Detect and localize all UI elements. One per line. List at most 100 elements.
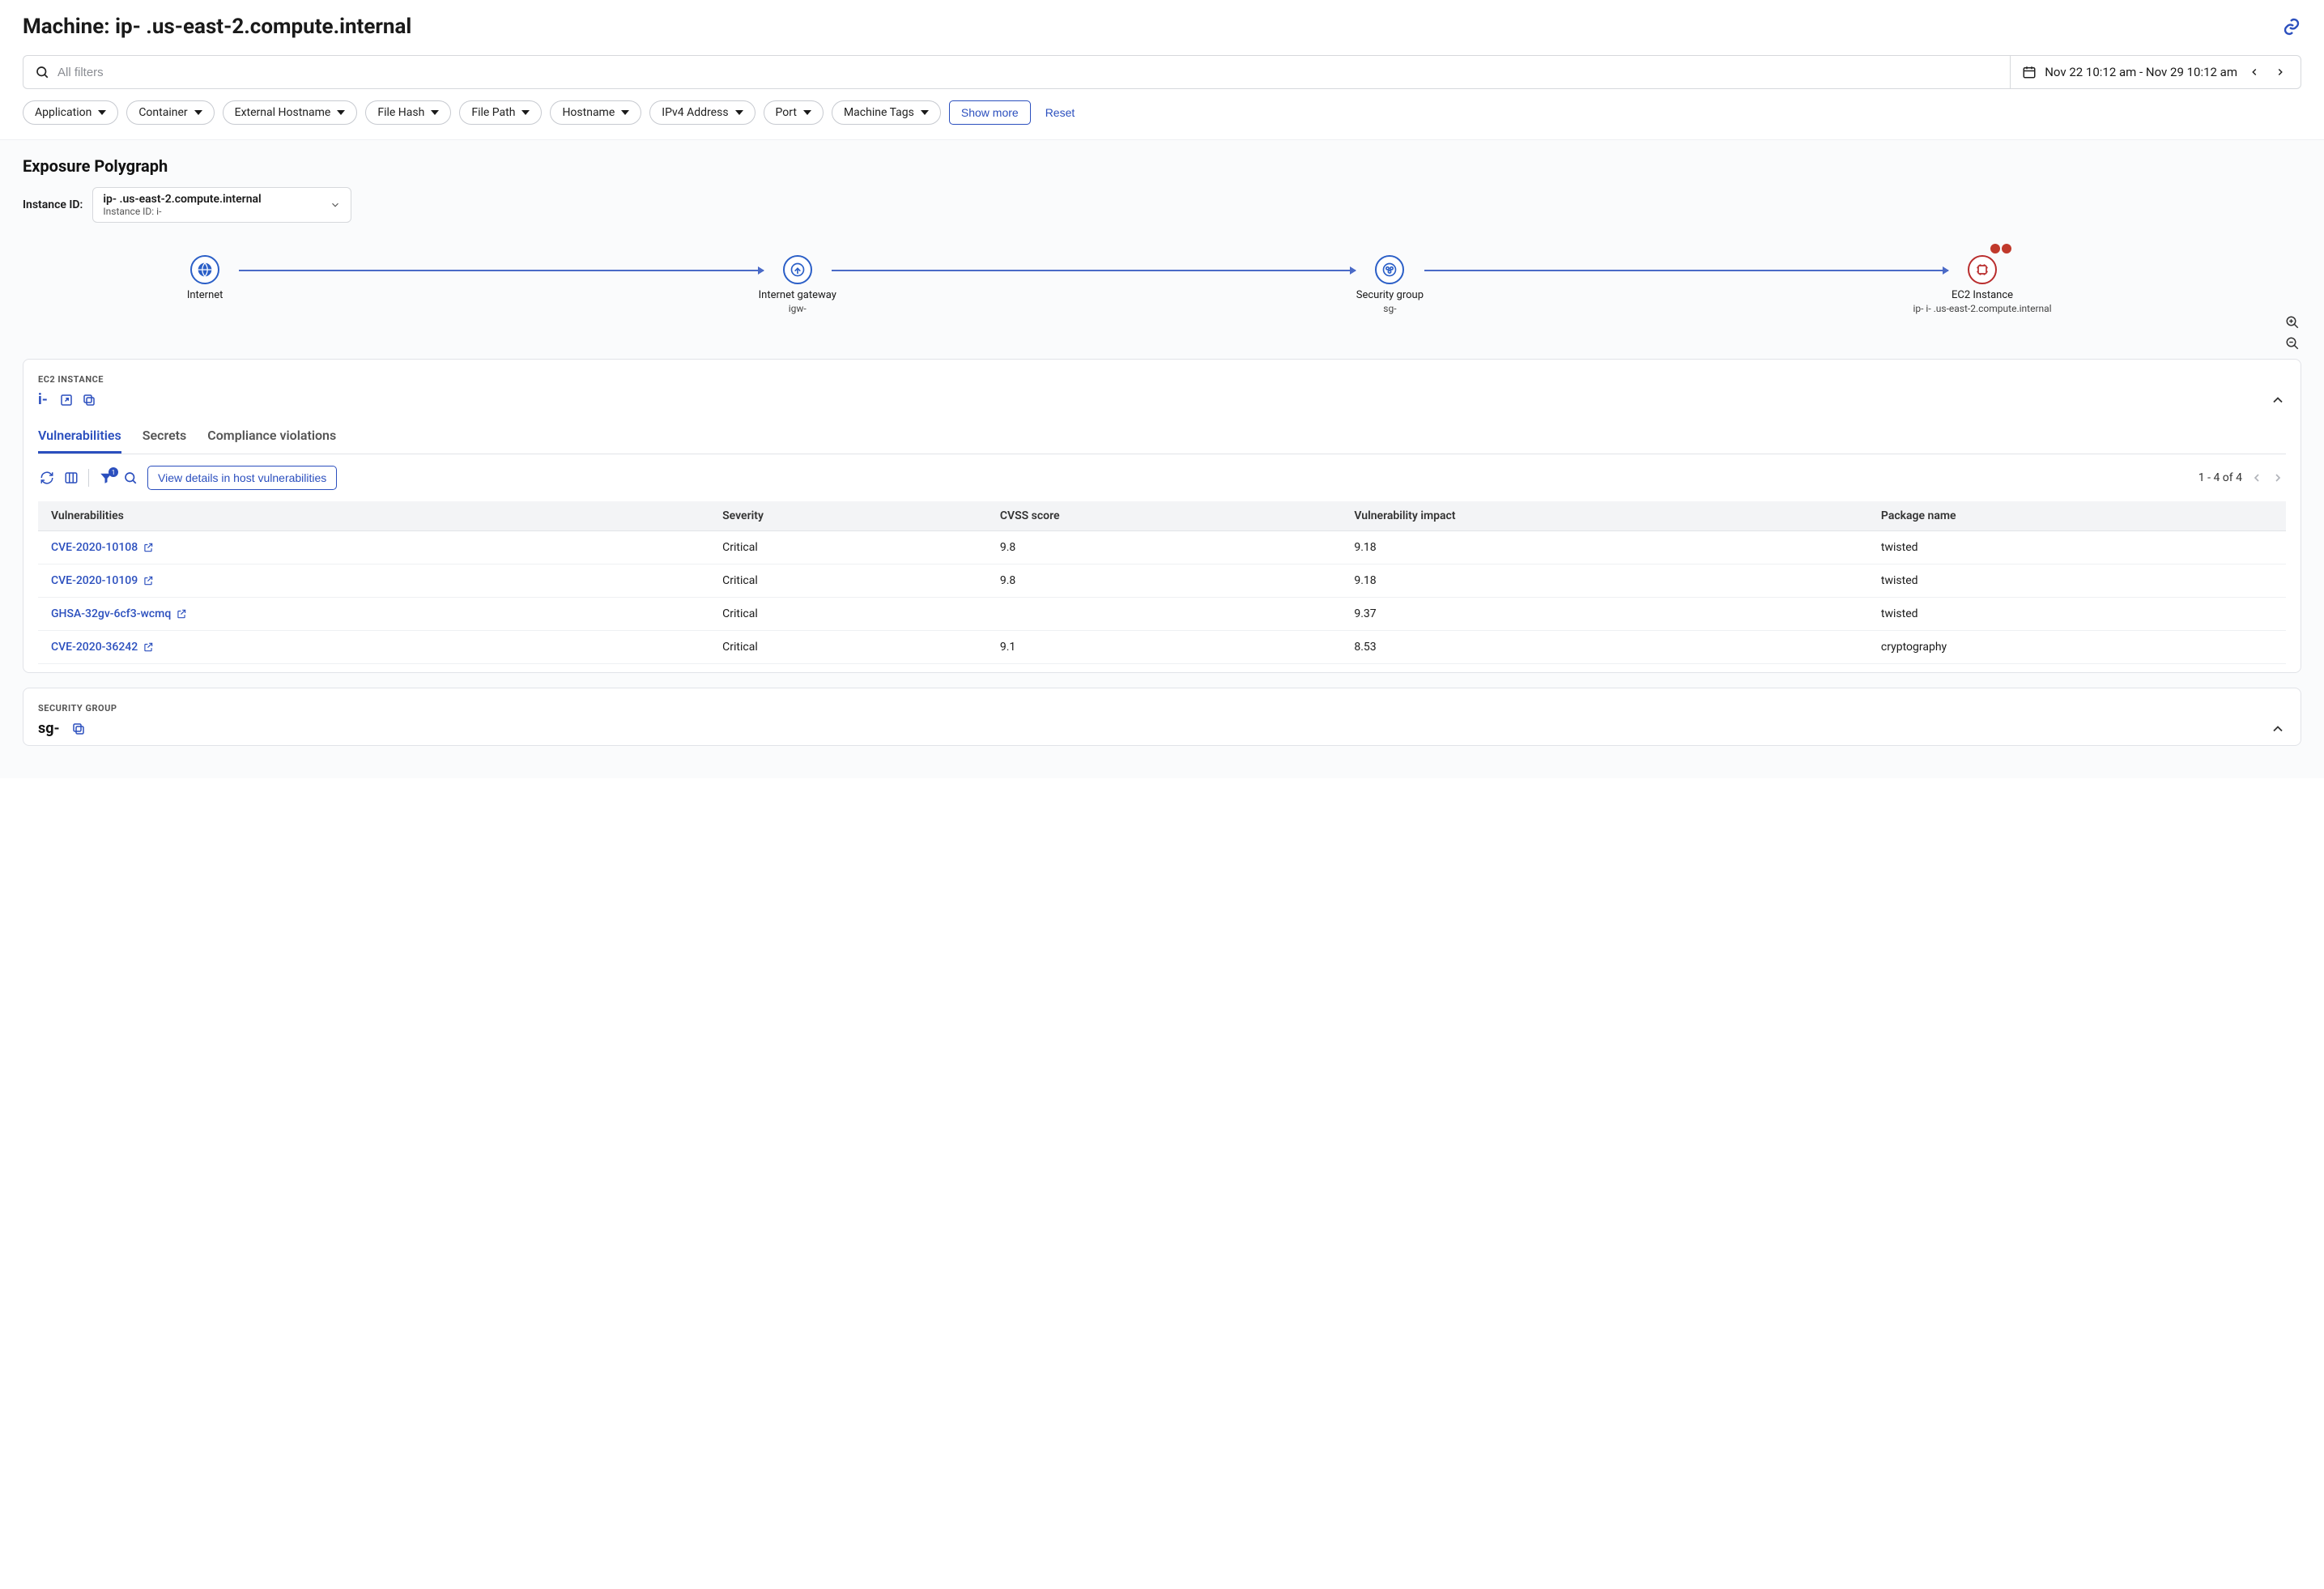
table-row: CVE-2020-10109 Critical9.89.18twisted — [38, 564, 2286, 598]
cell-cvss: 9.8 — [987, 531, 1342, 564]
vulnerability-link[interactable]: CVE-2020-10109 — [51, 574, 138, 587]
col-severity[interactable]: Severity — [709, 501, 987, 531]
cell-cvss — [987, 598, 1342, 631]
col-impact[interactable]: Vulnerability impact — [1341, 501, 1868, 531]
filter-search[interactable] — [23, 56, 2010, 88]
calendar-icon — [2022, 65, 2037, 79]
vulnerabilities-table: Vulnerabilities Severity CVSS score Vuln… — [38, 501, 2286, 664]
alert-badge-icon — [2002, 244, 2011, 253]
vulnerability-link[interactable]: CVE-2020-36242 — [51, 641, 138, 654]
security-group-panel: SECURITY GROUP sg- — [23, 688, 2301, 746]
toolbar-divider — [88, 469, 89, 487]
refresh-button[interactable] — [40, 471, 54, 485]
copy-icon[interactable] — [82, 393, 96, 407]
node-label: Security group — [1300, 289, 1479, 301]
date-range-text: Nov 22 10:12 am - Nov 29 10:12 am — [2045, 65, 2237, 79]
filter-button[interactable]: 1 — [99, 471, 113, 485]
external-link-icon[interactable] — [143, 641, 154, 653]
polygraph-node-internet-gateway[interactable]: Internet gateway igw- — [709, 255, 887, 314]
open-external-icon[interactable] — [59, 393, 74, 407]
instance-id-select[interactable]: ip- .us-east-2.compute.internal Instance… — [92, 187, 351, 223]
tab-vulnerabilities[interactable]: Vulnerabilities — [38, 421, 121, 454]
ec2-icon — [1968, 255, 1997, 284]
date-next-button[interactable] — [2271, 63, 2289, 81]
col-vulnerabilities[interactable]: Vulnerabilities — [38, 501, 709, 531]
permalink-icon[interactable] — [2282, 17, 2301, 36]
filter-pill-port[interactable]: Port — [764, 100, 824, 125]
pager-prev-button[interactable] — [2250, 471, 2263, 484]
polygraph-edge — [1424, 270, 1948, 271]
zoom-out-button[interactable] — [2284, 334, 2301, 352]
polygraph-node-ec2-instance[interactable]: EC2 Instance ip- i- .us-east-2.compute.i… — [1893, 255, 2071, 314]
node-badges — [1990, 244, 2011, 253]
chevron-down-icon — [337, 110, 345, 115]
cell-impact: 9.18 — [1341, 564, 1868, 598]
copy-icon[interactable] — [71, 722, 86, 736]
pager-next-button[interactable] — [2271, 471, 2284, 484]
security-group-icon — [1375, 255, 1404, 284]
date-prev-button[interactable] — [2245, 63, 2263, 81]
filter-pill-row: Application Container External Hostname … — [0, 89, 2324, 140]
node-label: Internet — [116, 289, 294, 301]
instance-select-line1: ip- .us-east-2.compute.internal — [103, 193, 321, 206]
panel-label: SECURITY GROUP — [38, 703, 2286, 714]
filter-pill-ipv4[interactable]: IPv4 Address — [649, 100, 755, 125]
reset-button[interactable]: Reset — [1039, 101, 1082, 124]
zoom-in-button[interactable] — [2284, 313, 2301, 331]
chevron-down-icon — [803, 110, 811, 115]
polygraph-edge — [239, 270, 763, 271]
table-row: CVE-2020-10108Critical9.89.18twisted — [38, 531, 2286, 564]
collapse-toggle[interactable] — [2270, 392, 2286, 408]
filter-pill-file-path[interactable]: File Path — [459, 100, 542, 125]
cell-severity: Critical — [709, 564, 987, 598]
exposure-polygraph[interactable]: Internet Internet gateway igw- Security … — [23, 239, 2301, 344]
node-label: EC2 Instance — [1893, 289, 2071, 301]
cell-cvss: 9.8 — [987, 564, 1342, 598]
filter-pill-application[interactable]: Application — [23, 100, 118, 125]
panel-title-link[interactable]: i- — [38, 391, 48, 408]
filter-pill-container[interactable]: Container — [126, 100, 214, 125]
cell-package: cryptography — [1868, 631, 2286, 664]
filter-pill-machine-tags[interactable]: Machine Tags — [832, 100, 941, 125]
filter-input[interactable] — [57, 66, 1998, 79]
columns-button[interactable] — [64, 471, 79, 485]
col-cvss[interactable]: CVSS score — [987, 501, 1342, 531]
section-title-polygraph: Exposure Polygraph — [23, 156, 2301, 176]
pill-label: File Hash — [377, 106, 424, 119]
panel-label: EC2 INSTANCE — [38, 374, 2286, 385]
external-link-icon[interactable] — [143, 542, 154, 553]
external-link-icon[interactable] — [143, 575, 154, 586]
filter-pill-file-hash[interactable]: File Hash — [365, 100, 451, 125]
cell-severity: Critical — [709, 631, 987, 664]
tab-compliance[interactable]: Compliance violations — [207, 421, 336, 454]
panel-title: sg- — [38, 720, 60, 737]
col-package[interactable]: Package name — [1868, 501, 2286, 531]
vulnerability-link[interactable]: CVE-2020-10108 — [51, 541, 138, 554]
instance-id-label: Instance ID: — [23, 198, 83, 211]
tab-secrets[interactable]: Secrets — [143, 421, 187, 454]
show-more-button[interactable]: Show more — [949, 100, 1031, 125]
pill-label: External Hostname — [235, 106, 331, 119]
cell-package: twisted — [1868, 564, 2286, 598]
filter-pill-external-hostname[interactable]: External Hostname — [223, 100, 358, 125]
vulnerability-link[interactable]: GHSA-32gv-6cf3-wcmq — [51, 607, 171, 620]
date-range-picker[interactable]: Nov 22 10:12 am - Nov 29 10:12 am — [2010, 56, 2301, 88]
instance-select-line2: Instance ID: i- — [103, 206, 321, 217]
node-sublabel: ip- i- .us-east-2.compute.internal — [1893, 303, 2071, 314]
search-button[interactable] — [123, 471, 138, 485]
chevron-down-icon — [735, 110, 743, 115]
view-details-button[interactable]: View details in host vulnerabilities — [147, 466, 337, 490]
external-link-icon[interactable] — [176, 608, 187, 620]
page-title: Machine: ip- .us-east-2.compute.internal — [23, 15, 411, 39]
ec2-instance-panel: EC2 INSTANCE i- Vulnerabilities Secrets — [23, 359, 2301, 673]
cell-cvss: 9.1 — [987, 631, 1342, 664]
pager-text: 1 - 4 of 4 — [2198, 471, 2242, 484]
search-icon — [35, 65, 49, 79]
polygraph-node-security-group[interactable]: Security group sg- — [1300, 255, 1479, 314]
filter-pill-hostname[interactable]: Hostname — [550, 100, 641, 125]
polygraph-edge — [832, 270, 1356, 271]
cell-severity: Critical — [709, 531, 987, 564]
collapse-toggle[interactable] — [2270, 721, 2286, 737]
pill-label: File Path — [471, 106, 515, 119]
polygraph-node-internet[interactable]: Internet — [116, 255, 294, 301]
